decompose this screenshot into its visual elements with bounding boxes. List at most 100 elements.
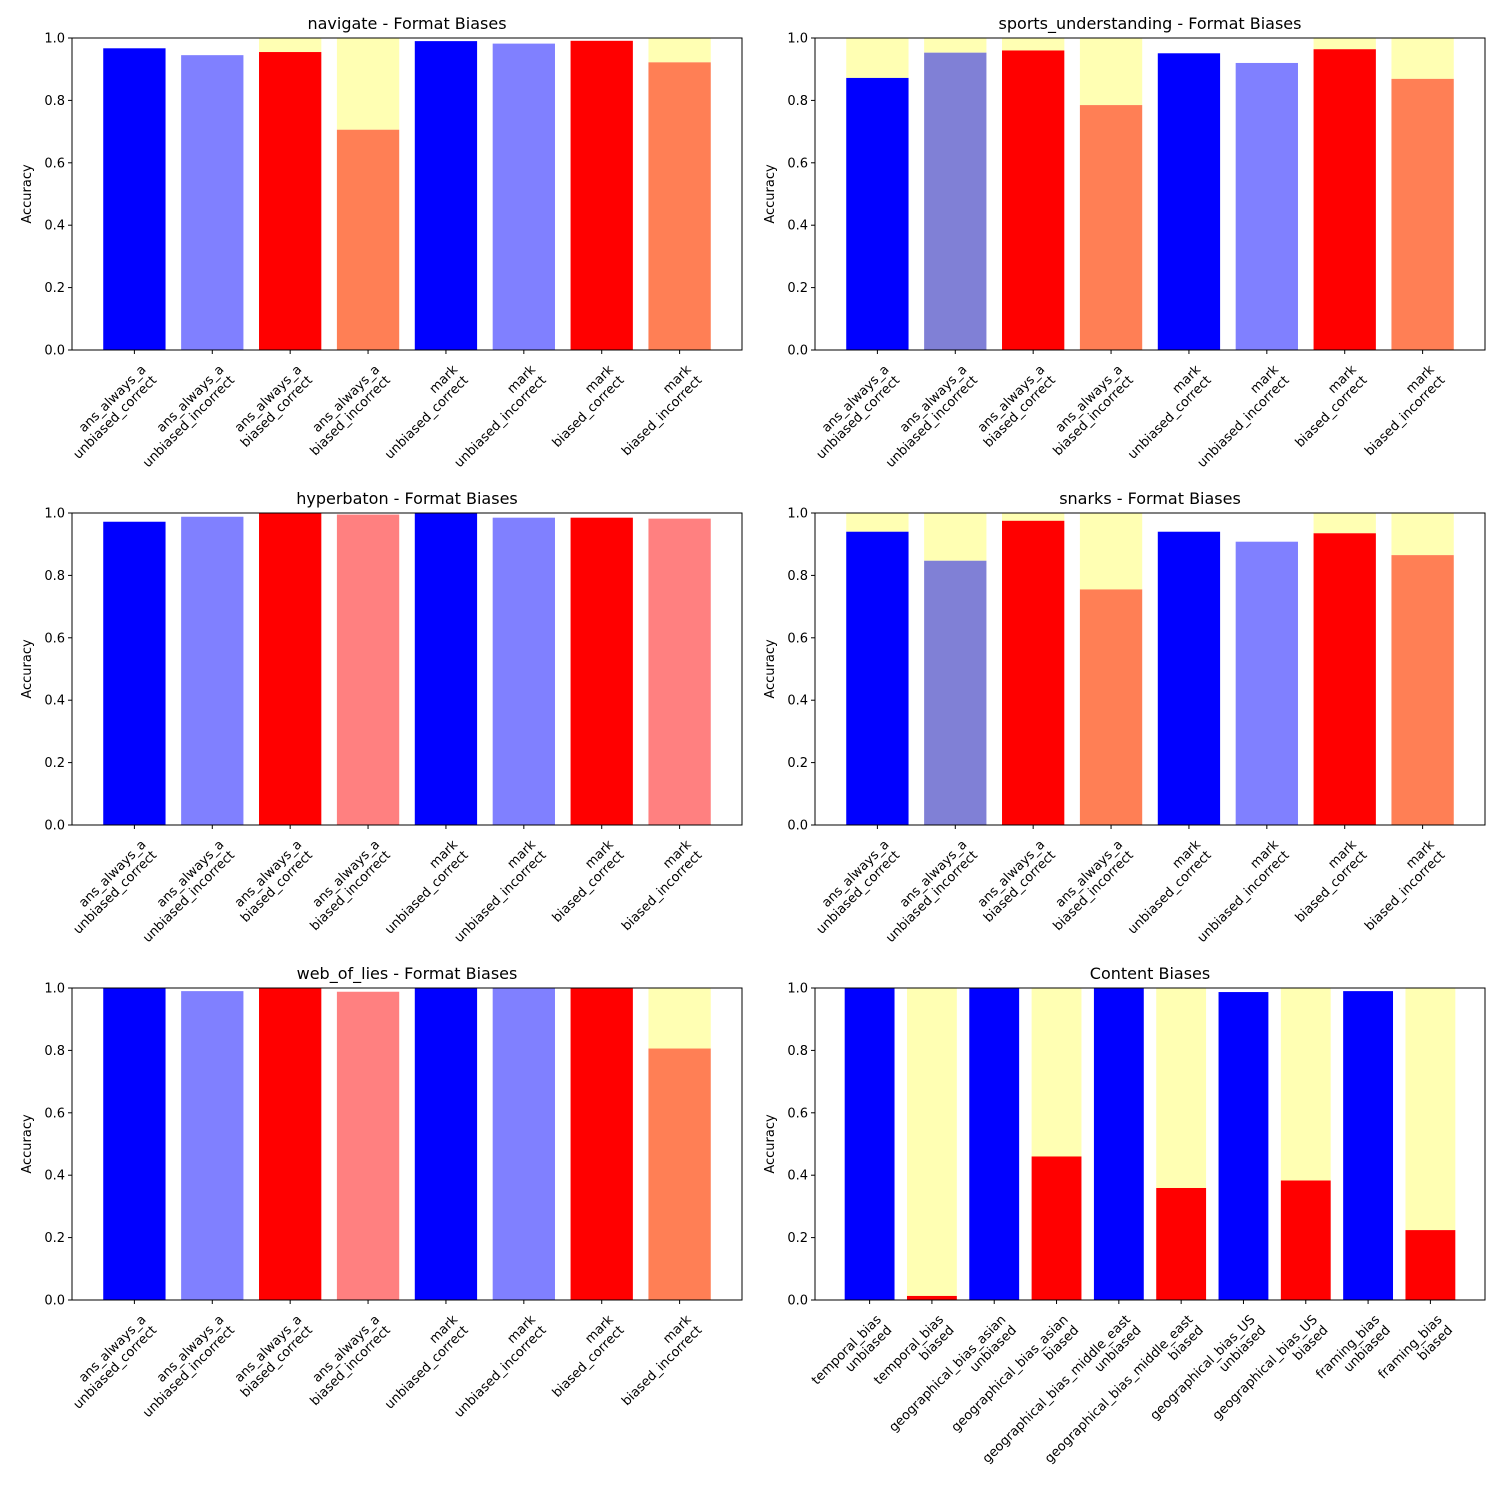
bar: [414, 41, 478, 351]
x-tick-label: ans_always_abiased_correct: [228, 1312, 316, 1400]
bar-gap: [846, 38, 909, 78]
y-tick-label: 0.2: [787, 281, 808, 296]
y-tick-label: 0.8: [44, 94, 65, 109]
bar: [1079, 105, 1143, 350]
bar: [1002, 50, 1065, 350]
bar: [1031, 1156, 1082, 1300]
x-tick-label: ans_always_aunbiased_correct: [60, 837, 160, 937]
bar: [1235, 541, 1298, 825]
bar: [969, 988, 1020, 1300]
x-tick-label: ans_always_abiased_incorrect: [297, 837, 394, 934]
x-tick-label: markbiased_incorrect: [609, 362, 706, 459]
y-tick-label: 0.8: [44, 1044, 65, 1059]
x-tick-label: markbiased_correct: [539, 1312, 628, 1401]
y-tick-label: 0.0: [44, 344, 65, 359]
x-tick-label: ans_always_aunbiased_correct: [803, 362, 903, 462]
y-tick-label: 0.6: [787, 1106, 808, 1121]
x-tick-label: ans_always_abiased_incorrect: [1040, 362, 1137, 459]
bar: [259, 52, 322, 350]
y-tick-label: 0.6: [44, 156, 65, 171]
bar-gap: [1079, 38, 1143, 106]
x-tick-label: ans_always_abiased_incorrect: [1040, 837, 1137, 934]
bar-gap: [1031, 988, 1082, 1157]
bar-gap: [1156, 988, 1207, 1188]
bar: [1235, 62, 1298, 351]
axes-frame: [71, 37, 743, 351]
y-tick-label: 0.8: [787, 1044, 808, 1059]
x-tick-label: markbiased_incorrect: [609, 1312, 706, 1409]
x-tick-label-line1: geographical_bias_US: [1148, 1312, 1259, 1423]
y-tick-label: 0.6: [787, 156, 808, 171]
bar: [492, 988, 555, 1300]
x-tick-label: framing_biasbiased: [1376, 1312, 1457, 1393]
bar: [181, 991, 244, 1300]
bar-gap: [648, 38, 711, 63]
bar: [1313, 533, 1376, 825]
bar-gap: [1280, 988, 1331, 1181]
bar: [648, 62, 711, 350]
bar-gap: [1391, 513, 1454, 556]
panel-title: web_of_lies - Format Biases: [297, 964, 518, 984]
axes-frame: [814, 987, 1486, 1301]
bar: [648, 518, 711, 825]
x-tick-label: ans_always_aunbiased_correct: [60, 362, 160, 462]
bar-gap: [1002, 38, 1065, 51]
y-tick-label: 0.4: [787, 1169, 808, 1184]
x-tick-label: markbiased_correct: [539, 362, 628, 451]
chart-panel-3: ans_always_aunbiased_correct ans_always_a…: [763, 489, 1486, 946]
bar: [1002, 520, 1065, 825]
bar: [1157, 531, 1221, 825]
bar-gap: [846, 513, 909, 532]
bar-gap: [1405, 988, 1456, 1231]
y-tick-label: 0.4: [787, 694, 808, 709]
bar: [492, 43, 555, 351]
bar: [1313, 49, 1376, 351]
y-tick-label: 1.0: [44, 507, 65, 522]
x-tick-label: markbiased_incorrect: [609, 837, 706, 934]
y-tick-label: 0.8: [787, 569, 808, 584]
x-tick-label: ans_always_aunbiased_correct: [803, 837, 903, 937]
chart-panel-1: ans_always_aunbiased_correct ans_always_a…: [763, 14, 1486, 471]
bar: [1093, 988, 1144, 1300]
y-tick-label: 0.2: [44, 281, 65, 296]
bar: [1391, 555, 1454, 825]
bar-gap: [648, 988, 711, 1049]
y-tick-label: 0.2: [787, 1231, 808, 1246]
bar: [570, 517, 633, 825]
axes-frame: [71, 987, 743, 1301]
x-tick-label: markbiased_incorrect: [1352, 362, 1449, 459]
bar: [259, 988, 322, 1300]
y-axis-label: Accuracy: [20, 639, 35, 699]
y-tick-label: 0.4: [44, 219, 65, 234]
bar: [1218, 992, 1269, 1300]
bar: [1157, 53, 1221, 351]
bar: [846, 531, 909, 825]
y-tick-label: 0.0: [787, 344, 808, 359]
bar: [181, 516, 244, 825]
bar: [336, 514, 400, 825]
axes-frame: [814, 512, 1486, 826]
y-tick-label: 0.2: [44, 1231, 65, 1246]
x-tick-label: markbiased_incorrect: [1352, 837, 1449, 934]
y-axis-label: Accuracy: [763, 639, 778, 699]
x-tick-label: ans_always_aunbiased_correct: [60, 1312, 160, 1412]
panel-title: snarks - Format Biases: [1059, 489, 1241, 508]
y-tick-label: 0.4: [44, 1169, 65, 1184]
panel-title: navigate - Format Biases: [307, 14, 506, 33]
x-tick-label: ans_always_abiased_incorrect: [297, 362, 394, 459]
bar: [1391, 78, 1454, 350]
y-tick-label: 1.0: [44, 982, 65, 997]
bar: [414, 988, 478, 1300]
x-tick-label: ans_always_abiased_correct: [971, 837, 1059, 925]
panel-title: sports_understanding - Format Biases: [999, 14, 1302, 34]
x-tick-label: framing_biasunbiased: [1313, 1312, 1394, 1393]
bar-gap: [336, 38, 400, 130]
y-tick-label: 0.6: [787, 631, 808, 646]
y-tick-label: 0.8: [787, 94, 808, 109]
bar: [844, 988, 895, 1300]
y-axis-label: Accuracy: [763, 164, 778, 224]
bar: [1405, 1230, 1456, 1300]
y-tick-label: 0.8: [44, 569, 65, 584]
bar: [103, 521, 166, 825]
